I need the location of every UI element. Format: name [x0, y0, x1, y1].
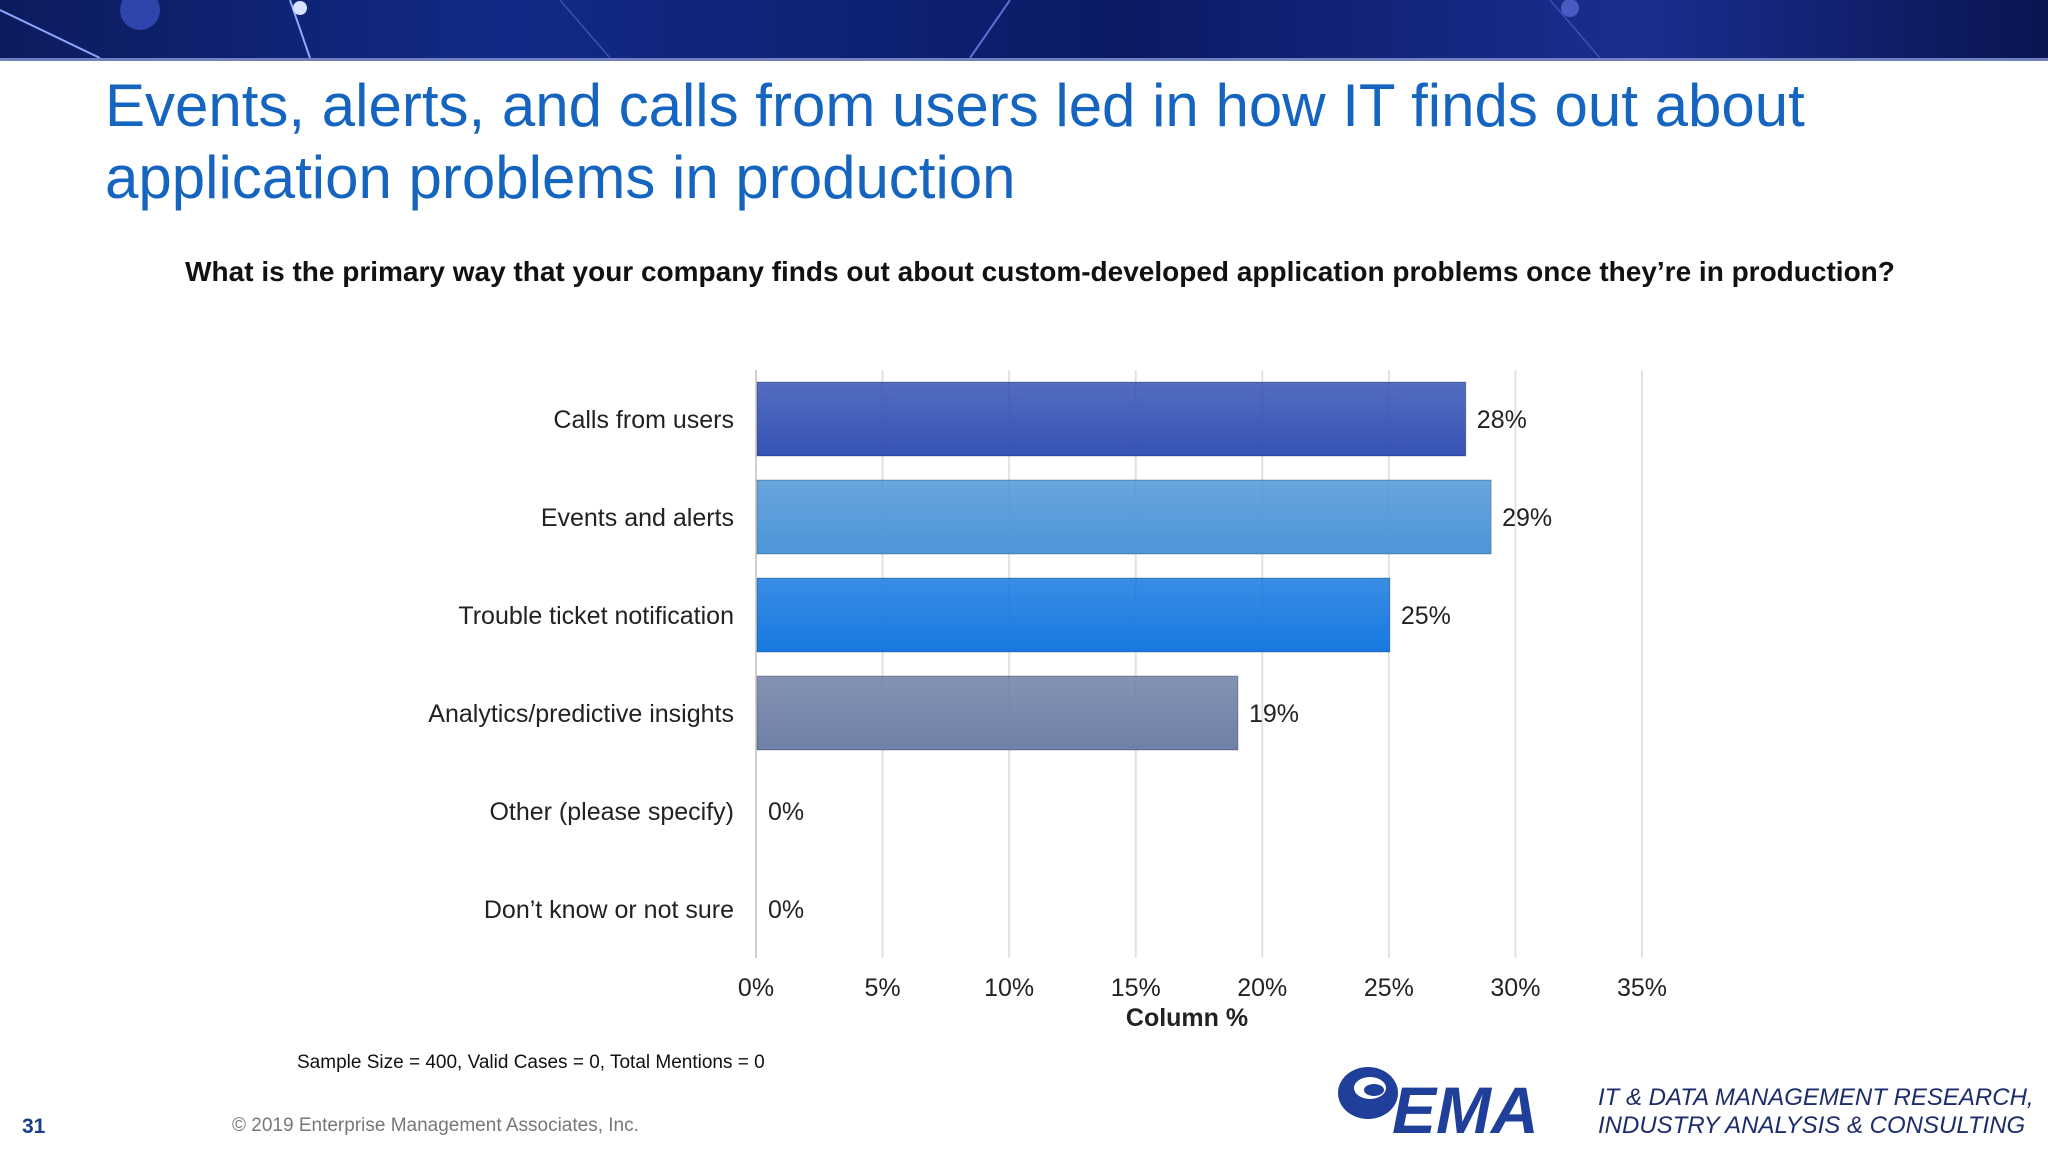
- tick-label: 10%: [984, 974, 1034, 1002]
- survey-question: What is the primary way that your compan…: [185, 256, 1895, 287]
- category-label: Analytics/predictive insights: [428, 700, 734, 728]
- category-label: Events and alerts: [541, 504, 734, 532]
- tagline-line-2: INDUSTRY ANALYSIS & CONSULTING: [1598, 1112, 2026, 1139]
- x-axis-label: Column %: [1126, 1004, 1248, 1032]
- data-label: 25%: [1401, 602, 1451, 630]
- bar: [756, 479, 1492, 555]
- category-label: Trouble ticket notification: [458, 602, 734, 630]
- data-label: 29%: [1502, 504, 1552, 532]
- bar: [756, 577, 1391, 653]
- banner-rule: [0, 58, 2048, 61]
- bar: [756, 675, 1239, 751]
- header-banner: [0, 0, 2048, 58]
- tick-label: 20%: [1237, 974, 1287, 1002]
- category-label: Other (please specify): [489, 798, 734, 826]
- bar-chart: Calls from users Events and alerts Trouble…: [428, 370, 1667, 1032]
- tick-label: 0%: [738, 974, 774, 1002]
- copyright-text: © 2019 Enterprise Management Associates,…: [232, 1115, 639, 1136]
- tick-label: 25%: [1364, 974, 1414, 1002]
- data-label: 19%: [1249, 700, 1299, 728]
- tick-label: 30%: [1490, 974, 1540, 1002]
- data-label: 0%: [768, 798, 804, 826]
- bar: [756, 381, 1467, 457]
- data-label: 28%: [1477, 406, 1527, 434]
- ema-logo: EMA: [1338, 1067, 1539, 1145]
- tick-label: 35%: [1617, 974, 1667, 1002]
- data-label: 0%: [768, 896, 804, 924]
- slide-number: 31: [22, 1115, 46, 1138]
- category-label: Calls from users: [553, 406, 734, 434]
- sample-footnote: Sample Size = 400, Valid Cases = 0, Tota…: [297, 1052, 765, 1073]
- tick-label: 5%: [865, 974, 901, 1002]
- network-graphic: [0, 0, 1601, 58]
- tagline-line-1: IT & DATA MANAGEMENT RESEARCH,: [1598, 1084, 2034, 1111]
- tick-label: 15%: [1111, 974, 1161, 1002]
- slide-title: Events, alerts, and calls from users led…: [105, 72, 1805, 211]
- ema-logo-text: EMA: [1392, 1073, 1539, 1145]
- ema-tagline: IT & DATA MANAGEMENT RESEARCH, INDUSTRY …: [1598, 1084, 2034, 1140]
- category-label: Don’t know or not sure: [484, 896, 734, 924]
